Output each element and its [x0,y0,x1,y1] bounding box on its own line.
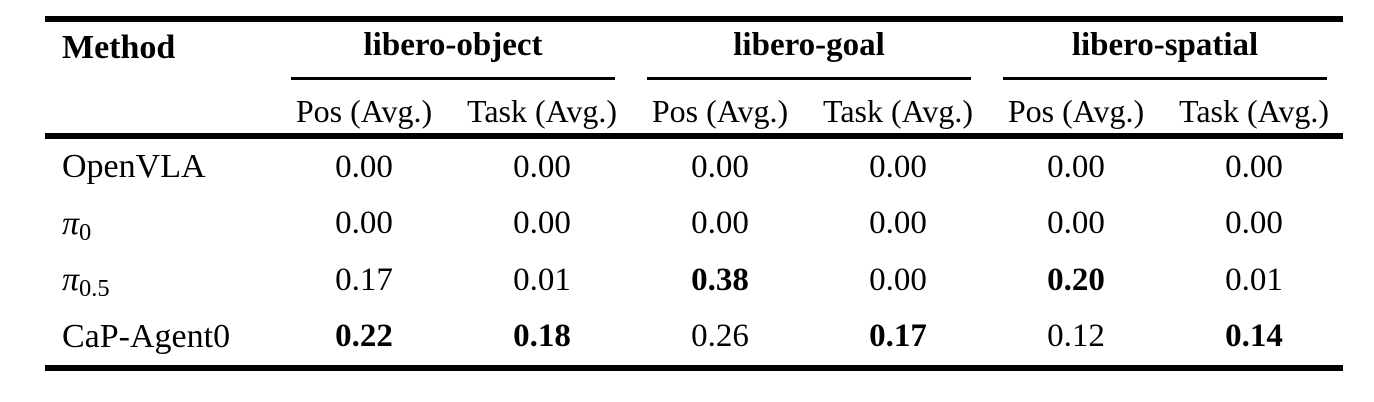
value-cell: 0.00 [1047,148,1105,185]
method-base: CaP-Agent0 [62,317,231,355]
value-cell: 0.00 [335,148,393,185]
column-header-task-spatial: Task (Avg.) [1179,93,1330,129]
value-cell: 0.01 [1225,261,1283,298]
value-cell: 0.00 [869,205,927,242]
value-cell: 0.14 [1225,318,1283,355]
group-header-label: libero-object [363,26,543,63]
results-table-figure: Method libero-object libero-goal libero-… [45,16,1343,371]
value-cell: 0.00 [869,148,927,185]
method-label: OpenVLA [45,139,275,196]
value-cell: 0.00 [691,148,749,185]
table-row-cap-agent0: CaP-Agent0 0.22 0.18 0.26 0.17 0.12 0.14 [45,309,1343,366]
column-header-method: Method [62,29,176,66]
bottom-rule [45,365,1343,371]
column-header-pos-goal: Pos (Avg.) [651,93,789,129]
value-cell: 0.00 [513,148,571,185]
group-header-libero-goal: libero-goal [631,22,987,84]
method-label: CaP-Agent0 [45,309,275,366]
method-base: π [62,261,80,299]
value-cell: 0.00 [1225,148,1283,185]
value-cell: 0.22 [335,318,393,355]
value-cell: 0.00 [1225,205,1283,242]
table-row-pi05: π0.5 0.17 0.01 0.38 0.00 0.20 0.01 [45,252,1343,309]
column-header-pos-object: Pos (Avg.) [295,93,433,129]
group-header-libero-object: libero-object [275,22,631,84]
value-cell: 0.20 [1047,261,1105,298]
value-cell: 0.00 [335,205,393,242]
column-header-task-goal: Task (Avg.) [823,93,974,129]
header-divider-rule [45,133,1343,139]
value-cell: 0.00 [691,205,749,242]
subcolumn-header-row: Pos (Avg.) Task (Avg.) Pos (Avg.) Task (… [45,84,1343,139]
value-cell: 0.00 [513,205,571,242]
value-cell: 0.17 [335,261,393,298]
value-cell: 0.38 [691,261,749,298]
method-label: π0.5 [45,252,275,309]
column-header-task-object: Task (Avg.) [467,93,618,129]
group-underline-libero-spatial: libero-spatial [1003,26,1328,80]
group-header-libero-spatial: libero-spatial [987,22,1343,84]
group-underline-libero-goal: libero-goal [647,26,972,80]
method-base: OpenVLA [62,148,206,186]
value-cell: 0.26 [691,318,749,355]
method-label: π0 [45,196,275,253]
value-cell: 0.01 [513,261,571,298]
group-underline-libero-object: libero-object [291,26,616,80]
method-base: π [62,204,80,242]
table-header: Method libero-object libero-goal libero-… [45,22,1343,139]
value-cell: 0.12 [1047,318,1105,355]
value-cell: 0.18 [513,318,571,355]
value-cell: 0.00 [1047,205,1105,242]
method-subscript: 0 [79,218,92,246]
group-header-label: libero-goal [733,26,885,63]
group-header-row: Method libero-object libero-goal libero-… [45,22,1343,84]
results-table: Method libero-object libero-goal libero-… [45,22,1343,365]
table-body: OpenVLA 0.00 0.00 0.00 0.00 0.00 0.00 π0… [45,139,1343,365]
top-rule [45,16,1343,22]
value-cell: 0.00 [869,261,927,298]
table-row-openvla: OpenVLA 0.00 0.00 0.00 0.00 0.00 0.00 [45,139,1343,196]
column-header-pos-spatial: Pos (Avg.) [1007,93,1145,129]
method-subscript: 0.5 [79,275,110,303]
group-header-label: libero-spatial [1071,26,1259,63]
table-row-pi0: π0 0.00 0.00 0.00 0.00 0.00 0.00 [45,196,1343,253]
value-cell: 0.17 [869,318,927,355]
